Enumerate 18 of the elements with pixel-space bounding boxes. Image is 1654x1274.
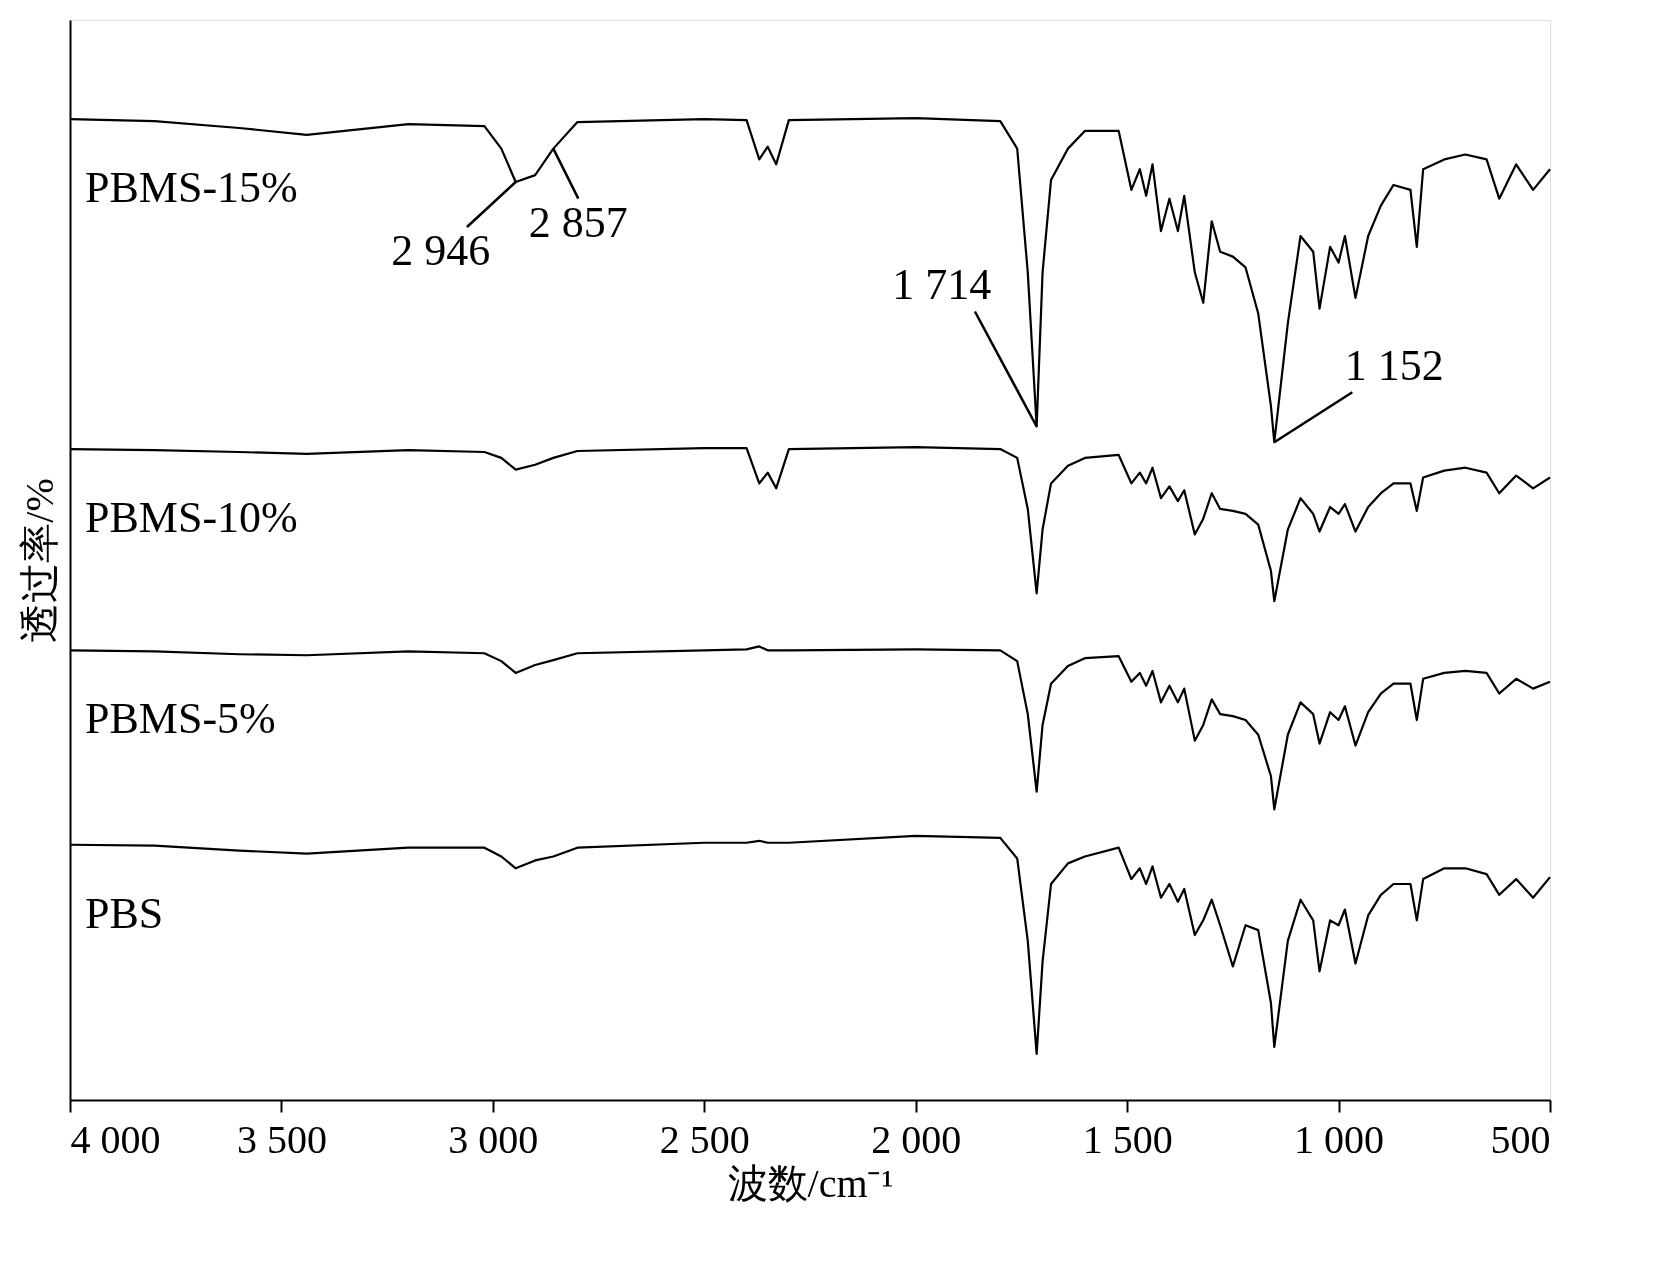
series-label: PBMS-15% — [85, 163, 298, 213]
annotation: 2 946 — [391, 226, 491, 275]
annotation: 1 152 — [1344, 341, 1444, 391]
x-tick-label: 4 000 — [70, 1116, 161, 1162]
x-tick-label: 1 500 — [1082, 1116, 1173, 1162]
series-label: PBS — [85, 888, 164, 938]
x-tick-label: 2 000 — [871, 1116, 962, 1162]
x-axis-title: 波数/cm⁻¹ — [727, 1160, 894, 1206]
annotation: 2 857 — [528, 197, 628, 247]
x-tick-label: 500 — [1490, 1116, 1551, 1162]
annotation: 1 714 — [892, 260, 992, 310]
series-label: PBMS-5% — [85, 694, 276, 744]
x-tick-label: 3 000 — [448, 1116, 539, 1162]
x-tick-label: 1 000 — [1294, 1116, 1385, 1162]
y-axis-title: 透过率/% — [16, 478, 62, 643]
x-tick-label: 2 500 — [659, 1116, 750, 1162]
series-label: PBMS-10% — [85, 493, 298, 543]
x-tick-label: 3 500 — [236, 1116, 327, 1162]
